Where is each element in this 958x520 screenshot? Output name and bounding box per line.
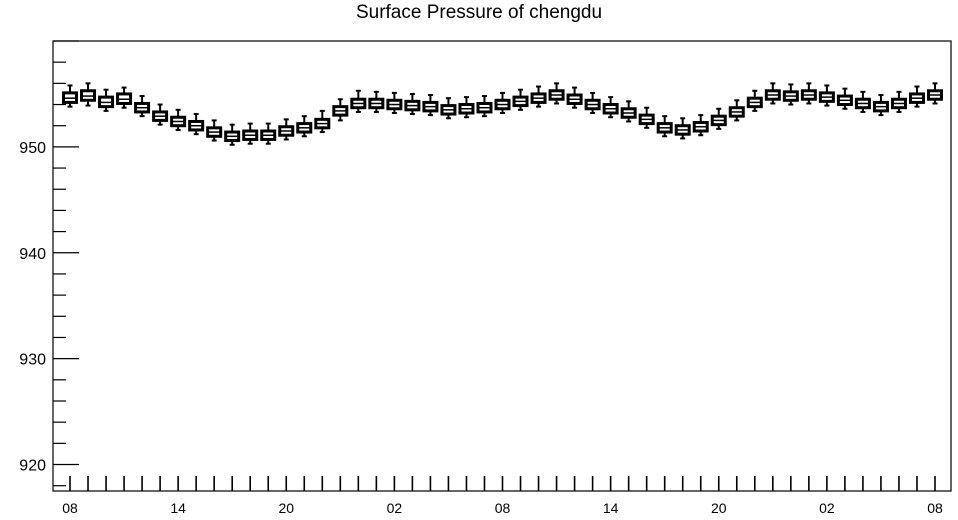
- box-mark: [674, 117, 691, 140]
- box-mark: [170, 108, 187, 131]
- box-mark: [98, 88, 115, 112]
- box-mark: [116, 86, 133, 109]
- box-mark: [728, 99, 745, 122]
- x-axis: 08 14 20 02 08 14 20 02 08: [62, 476, 943, 516]
- box-mark: [584, 91, 601, 114]
- box-mark: [386, 91, 403, 114]
- box-mark: [242, 122, 259, 145]
- box-mark: [224, 123, 241, 146]
- box-mark: [800, 82, 817, 105]
- x-tick-label: 08: [495, 500, 511, 516]
- box-mark: [512, 88, 529, 111]
- box-mark: [710, 107, 727, 130]
- box-mark: [332, 98, 349, 122]
- box-mark: [530, 85, 547, 108]
- box-mark: [368, 90, 385, 113]
- x-tick-label: 14: [170, 500, 186, 516]
- box-mark: [260, 122, 277, 145]
- box-mark: [296, 115, 313, 138]
- box-mark: [476, 95, 493, 118]
- box-mark: [206, 119, 223, 142]
- boxplot-series: [62, 82, 943, 146]
- box-mark: [602, 96, 619, 119]
- x-tick-label: 14: [603, 500, 619, 516]
- box-mark: [890, 90, 907, 113]
- y-tick-label: 930: [19, 352, 46, 369]
- x-tick-label: 02: [387, 500, 403, 516]
- box-mark: [188, 113, 205, 136]
- x-tick-label: 08: [927, 500, 943, 516]
- box-mark: [854, 90, 871, 113]
- box-mark: [782, 83, 799, 106]
- box-mark: [692, 114, 709, 137]
- box-mark: [908, 85, 925, 108]
- box-mark: [836, 87, 853, 110]
- box-mark: [350, 89, 367, 113]
- box-mark: [422, 94, 439, 117]
- box-mark: [764, 82, 781, 105]
- box-mark: [548, 82, 565, 105]
- box-mark: [152, 103, 169, 126]
- box-mark: [458, 96, 475, 119]
- x-tick-label: 20: [711, 500, 727, 516]
- box-mark: [404, 92, 421, 116]
- box-mark: [440, 97, 457, 120]
- box-mark: [927, 82, 943, 105]
- box-mark: [314, 109, 331, 134]
- y-tick-label: 950: [19, 140, 46, 157]
- y-axis: 920 930 940 950: [19, 40, 79, 487]
- box-mark: [62, 84, 78, 108]
- box-mark: [746, 89, 763, 112]
- x-tick-label: 02: [819, 500, 835, 516]
- x-tick-label: 08: [62, 500, 78, 516]
- box-mark: [818, 84, 835, 107]
- box-mark: [80, 82, 97, 107]
- box-mark: [566, 86, 583, 109]
- box-mark: [134, 95, 151, 118]
- box-mark: [494, 91, 511, 114]
- y-tick-label: 940: [19, 246, 46, 263]
- box-mark: [872, 94, 889, 117]
- box-mark: [278, 118, 295, 141]
- chart-title: Surface Pressure of chengdu: [355, 2, 603, 23]
- box-mark: [638, 106, 655, 129]
- y-tick-label: 920: [19, 458, 46, 475]
- box-mark: [620, 100, 637, 123]
- x-tick-label: 20: [278, 500, 294, 516]
- box-mark: [656, 115, 673, 138]
